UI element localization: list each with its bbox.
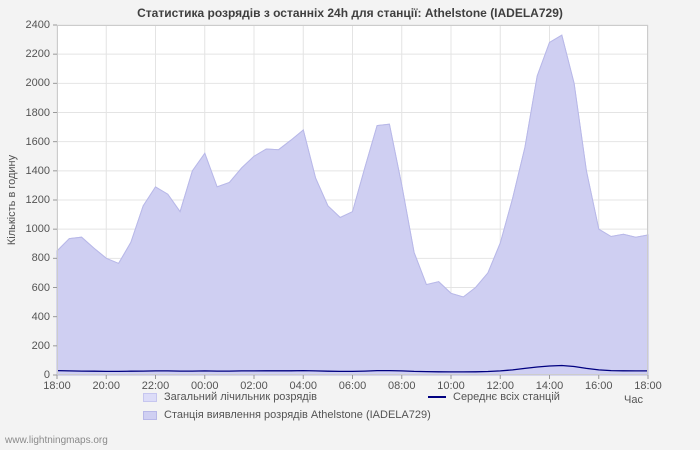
- x-axis-label: Час: [624, 394, 643, 406]
- y-tick-label: 1800: [25, 106, 50, 119]
- x-tick-label: 18:00: [634, 380, 662, 392]
- x-tick-label: 08:00: [387, 380, 416, 392]
- y-tick-label: 2200: [25, 48, 50, 61]
- legend-item-average: Середнє всіх станцій: [428, 391, 560, 403]
- y-tick-label: 1400: [25, 164, 50, 177]
- x-tick-label: 14:00: [535, 380, 564, 392]
- plot-area: [53, 24, 649, 379]
- x-tick-label: 10:00: [437, 380, 465, 392]
- y-tick-label: 1200: [25, 194, 50, 206]
- y-tick-label: 800: [31, 252, 50, 265]
- legend-swatch-average-line: [428, 396, 446, 398]
- x-tick-label: 06:00: [338, 380, 367, 392]
- legend-item-station: Станція виявлення розрядів Athelstone (I…: [143, 409, 431, 421]
- y-tick-label: 1600: [25, 135, 50, 148]
- x-tick-label: 16:00: [584, 380, 613, 392]
- y-tick-label: 600: [31, 281, 50, 294]
- y-tick-label: 2400: [25, 19, 50, 31]
- legend-swatch-total: [143, 392, 157, 402]
- y-tick-label: 0: [43, 369, 50, 381]
- x-tick-label: 22:00: [141, 380, 170, 392]
- area-chart: [53, 24, 649, 379]
- x-tick-label: 04:00: [289, 380, 318, 392]
- y-tick-label: 2000: [25, 77, 50, 90]
- legend-item-total: Загальний лічильник розрядів: [143, 391, 317, 403]
- watermark-link[interactable]: www.lightningmaps.org: [5, 435, 108, 446]
- chart-title: Статистика розрядів з останніх 24h для с…: [137, 6, 563, 20]
- y-tick-label: 400: [31, 310, 50, 323]
- x-tick-label: 00:00: [190, 380, 219, 392]
- legend-swatch-station: [143, 410, 157, 420]
- x-tick-label: 12:00: [486, 380, 515, 392]
- y-tick-label: 200: [31, 339, 50, 352]
- legend-label-total: Загальний лічильник розрядів: [164, 391, 318, 403]
- legend-label-average: Середнє всіх станцій: [453, 391, 560, 403]
- x-tick-label: 20:00: [92, 380, 121, 392]
- legend-label-station: Станція виявлення розрядів Athelstone (I…: [164, 409, 431, 421]
- x-tick-label: 02:00: [240, 380, 268, 392]
- x-tick-label: 18:00: [43, 380, 71, 392]
- y-tick-label: 1000: [25, 223, 50, 236]
